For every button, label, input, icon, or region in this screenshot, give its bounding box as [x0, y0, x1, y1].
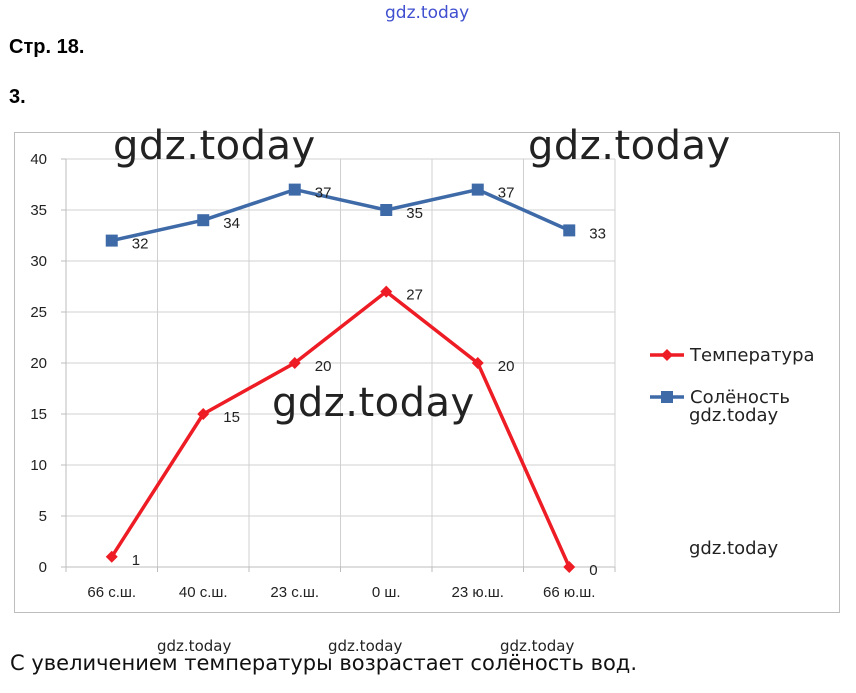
x-tick-label: 66 ю.ш.	[543, 584, 595, 601]
data-label: 37	[315, 185, 332, 202]
data-label: 35	[406, 205, 423, 222]
data-label: 1	[132, 552, 140, 569]
data-label: 34	[223, 215, 240, 232]
watermark-center: gdz.today	[272, 380, 475, 426]
chart-frame	[14, 132, 840, 613]
watermark-left: gdz.today	[113, 123, 316, 169]
data-point	[471, 357, 484, 369]
x-tick-label: 40 с.ш.	[179, 584, 228, 601]
data-point	[380, 204, 393, 216]
page-reference: Стр. 18.	[9, 36, 85, 58]
data-point	[105, 234, 118, 247]
y-tick-label: 40	[30, 151, 47, 168]
y-tick-label: 10	[30, 457, 47, 474]
y-tick-label: 0	[39, 559, 47, 576]
data-label: 20	[498, 358, 515, 375]
watermark-right: gdz.today	[528, 123, 731, 169]
data-label: 27	[406, 287, 423, 304]
task-number: 3.	[9, 86, 26, 108]
data-label: 37	[498, 185, 515, 202]
data-point	[471, 183, 484, 196]
data-point	[563, 224, 576, 237]
data-label: 33	[589, 225, 606, 242]
watermark-lower-right: gdz.today	[689, 538, 779, 559]
legend-marker	[661, 391, 673, 403]
legend-label: Температура	[689, 345, 815, 366]
watermark-legend: gdz.today	[689, 405, 779, 426]
data-point	[105, 550, 118, 563]
y-tick-label: 25	[30, 304, 47, 321]
y-tick-label: 35	[30, 202, 47, 219]
y-tick-label: 15	[30, 406, 47, 423]
conclusion-text: С увеличением температуры возрастает сол…	[10, 651, 637, 675]
watermark-bottom-1: gdz.today	[157, 637, 232, 655]
y-tick-label: 20	[30, 355, 47, 372]
data-point	[288, 357, 301, 369]
x-tick-label: 0 ш.	[372, 584, 401, 601]
legend-label: Солёность	[690, 387, 790, 408]
data-point	[197, 408, 210, 420]
watermark-bottom-2: gdz.today	[328, 637, 403, 655]
x-tick-label: 23 с.ш.	[270, 584, 319, 601]
data-point	[197, 214, 210, 227]
data-point	[380, 285, 393, 298]
data-point	[563, 561, 576, 573]
data-label: 0	[589, 562, 597, 579]
x-tick-label: 66 с.ш.	[87, 584, 136, 601]
data-label: 15	[223, 409, 240, 426]
watermark-bottom-3: gdz.today	[500, 637, 575, 655]
top-watermark: gdz.today	[385, 3, 470, 23]
data-label: 32	[132, 236, 149, 253]
series-line	[111, 187, 570, 243]
data-label: 20	[315, 358, 332, 375]
y-tick-label: 30	[30, 253, 47, 270]
y-tick-label: 5	[39, 508, 47, 525]
legend-marker	[661, 349, 673, 361]
series-line	[110, 289, 571, 568]
data-point	[288, 183, 301, 196]
x-tick-label: 23 ю.ш.	[452, 584, 504, 601]
